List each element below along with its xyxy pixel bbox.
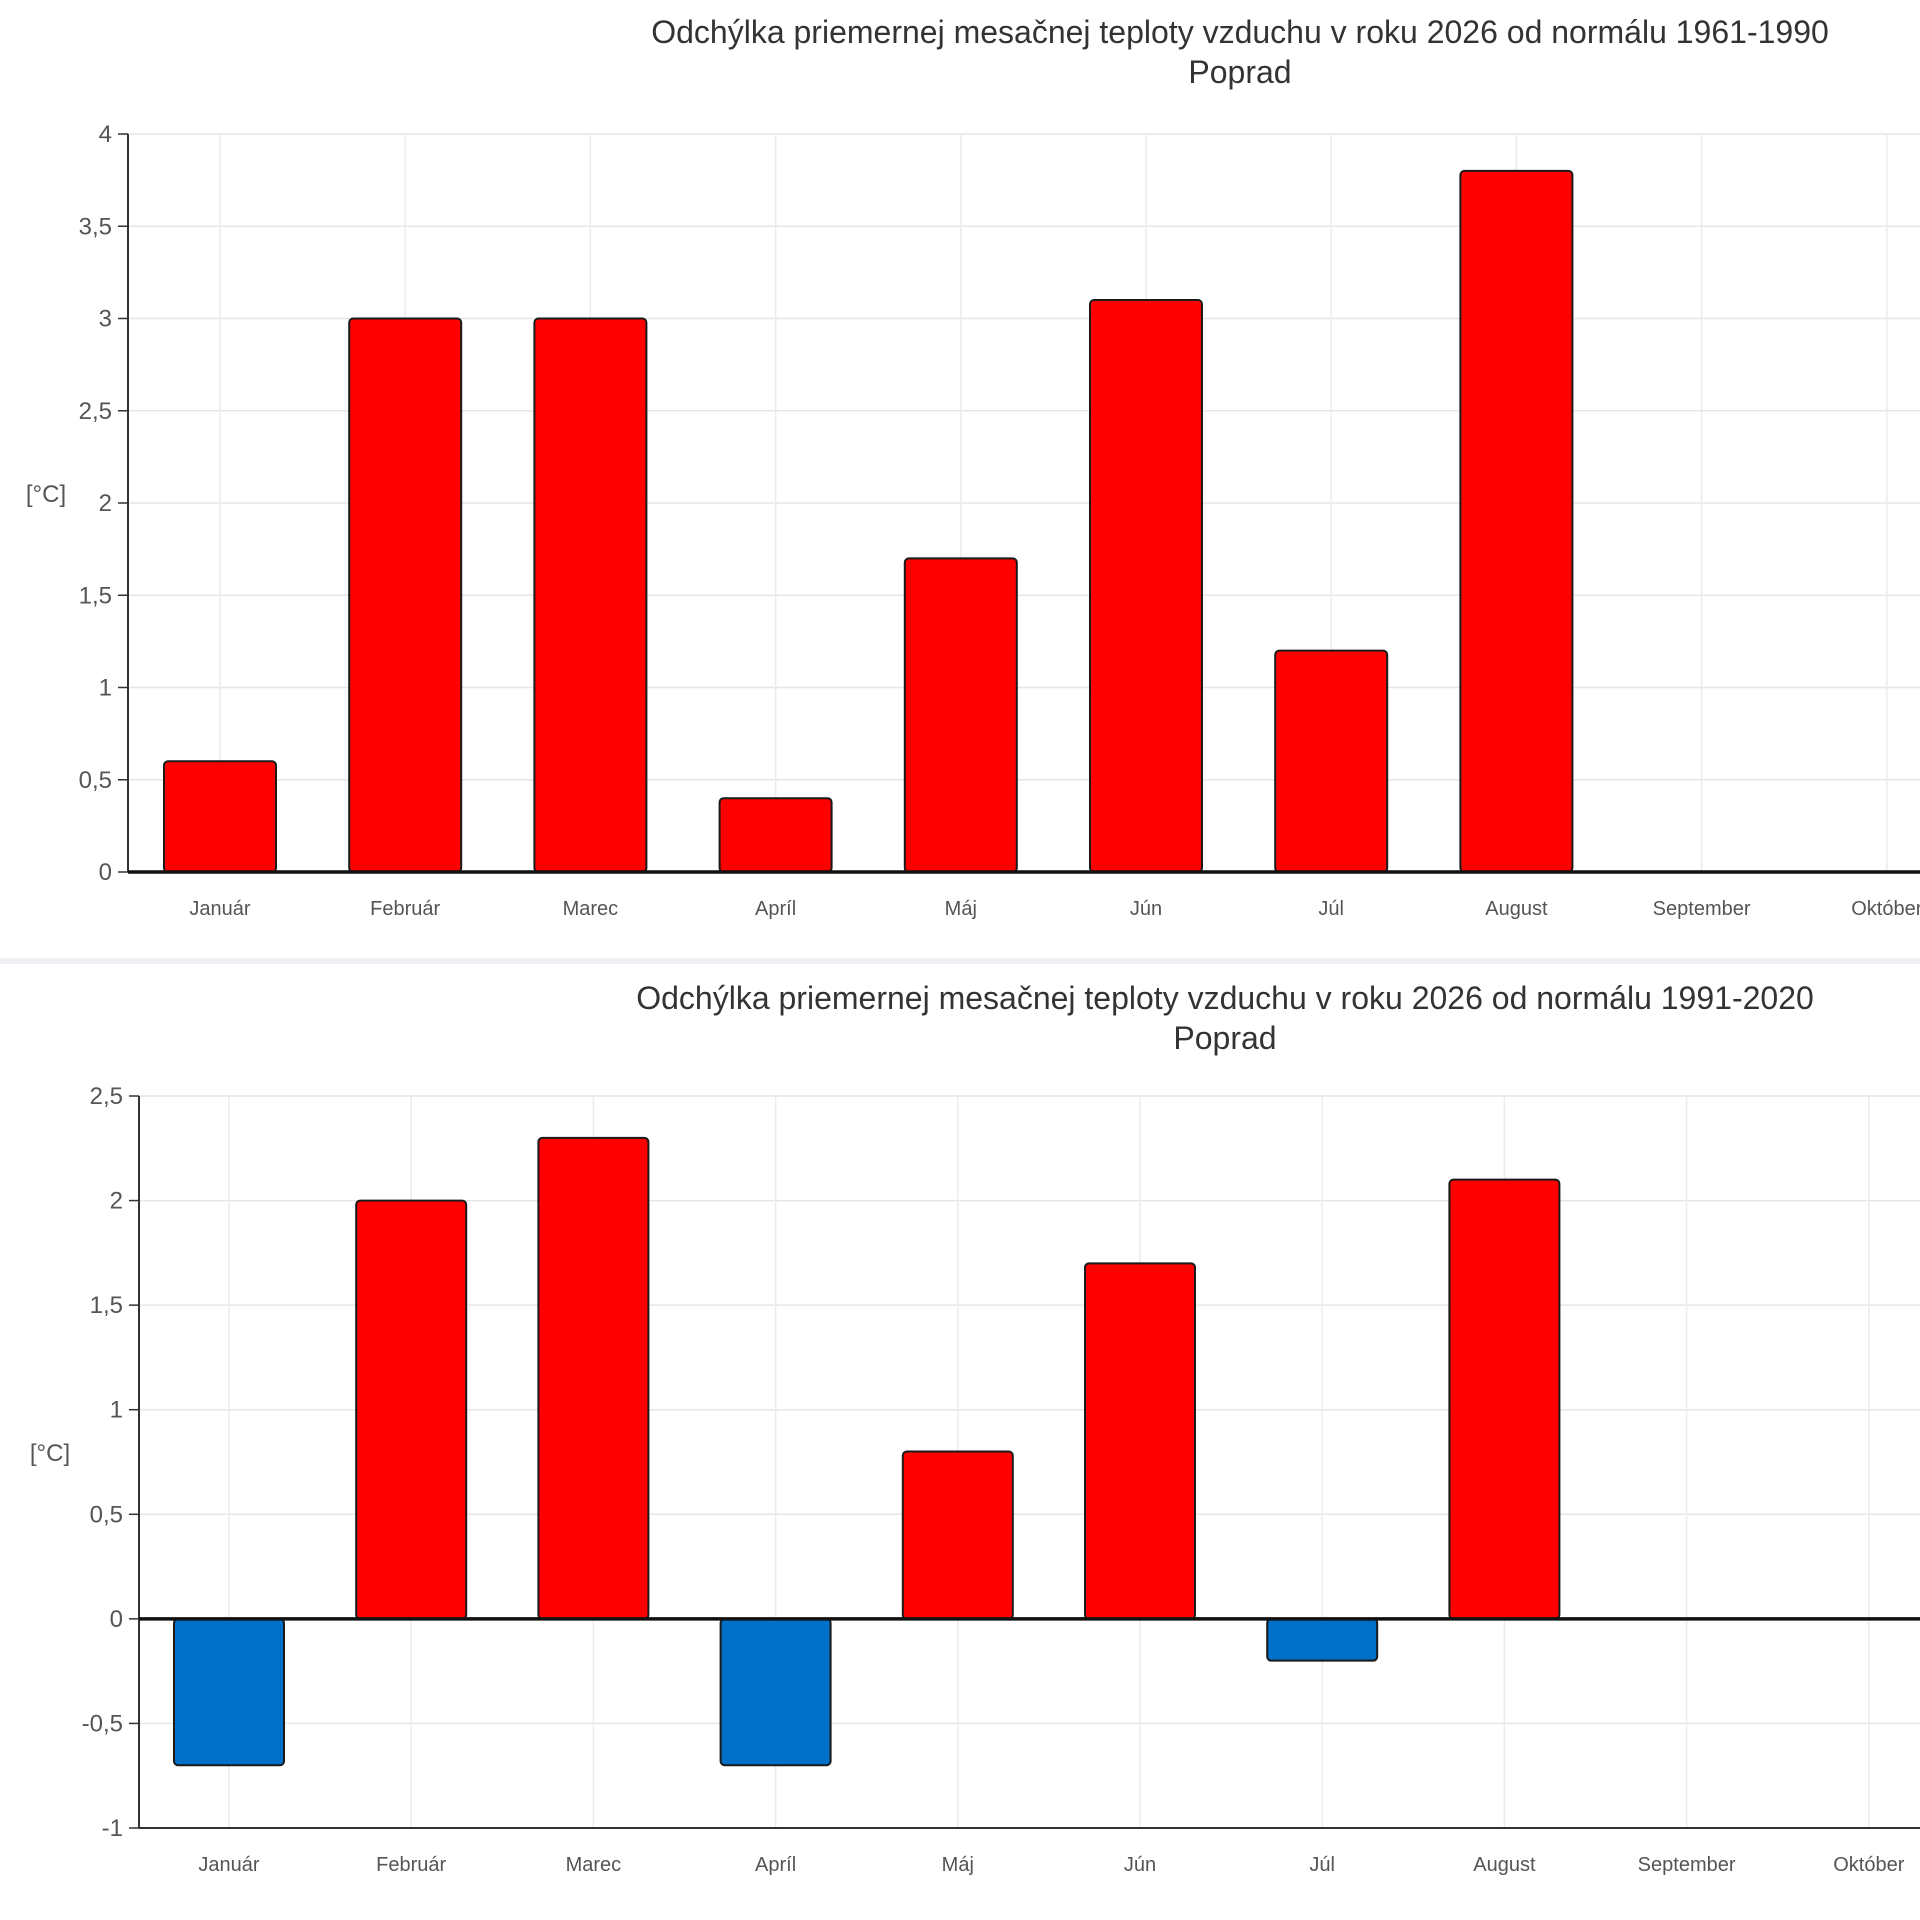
bar-Február xyxy=(355,1199,468,1620)
y-tick-label: 1,5 xyxy=(90,1292,123,1319)
x-tick-label: Jún xyxy=(1124,1854,1156,1876)
x-tick-label: Október xyxy=(1833,1854,1904,1876)
chart-title: Odchýlka priemernej mesačnej teploty vzd… xyxy=(545,978,1905,1058)
bar-Apríl xyxy=(719,1617,832,1767)
y-tick-label: 2 xyxy=(110,1188,123,1215)
x-tick-label: August xyxy=(1485,898,1548,920)
bar-August xyxy=(1448,1178,1561,1620)
y-tick-label: 0 xyxy=(110,1606,123,1633)
x-tick-label: Február xyxy=(370,898,440,920)
y-tick-label: 1,5 xyxy=(79,582,112,609)
y-tick-label: 3,5 xyxy=(79,213,112,240)
bar-Január xyxy=(163,760,277,873)
y-axis-label: [°C] xyxy=(26,481,66,508)
y-tick-label: 0,5 xyxy=(79,767,112,794)
x-tick-label: August xyxy=(1473,1854,1536,1876)
x-tick-label: Január xyxy=(189,898,250,920)
y-tick-label: -1 xyxy=(102,1815,123,1842)
y-tick-label: -0,5 xyxy=(82,1710,123,1737)
y-tick-label: 1 xyxy=(110,1397,123,1424)
y-tick-label: 2 xyxy=(99,490,112,517)
bar-Január xyxy=(173,1617,285,1767)
x-tick-label: Marec xyxy=(566,1854,622,1876)
x-tick-label: September xyxy=(1638,1854,1736,1876)
bar-Marec xyxy=(533,317,648,873)
chart-subtitle: Poprad xyxy=(1173,1020,1277,1056)
y-tick-label: 4 xyxy=(99,121,112,148)
y-tick-label: 2,5 xyxy=(90,1083,123,1110)
bar-Jún xyxy=(1084,1262,1196,1620)
panel-divider xyxy=(0,958,1920,964)
x-tick-label: September xyxy=(1653,898,1751,920)
x-tick-label: Júl xyxy=(1309,1854,1335,1876)
bar-Apríl xyxy=(718,797,833,874)
y-tick-label: 3 xyxy=(99,306,112,333)
x-tick-label: Október xyxy=(1851,898,1920,920)
chart-title-main: Odchýlka priemernej mesačnej teploty vzd… xyxy=(651,14,1829,50)
bar-Marec xyxy=(537,1136,650,1620)
chart-title: Odchýlka priemernej mesačnej teploty vzd… xyxy=(560,12,1920,92)
bar-Február xyxy=(348,317,463,873)
y-tick-label: 1 xyxy=(99,675,112,702)
x-tick-label: Február xyxy=(376,1854,446,1876)
x-tick-label: Apríl xyxy=(755,898,796,920)
x-tick-label: Január xyxy=(198,1854,259,1876)
bar-chart-1991-2020: -1 -0,5 0 0,5 1 1,5 2 2,5 [°C] Január Február Marec… xyxy=(30,1083,1920,1876)
chart-subtitle: Poprad xyxy=(1188,54,1292,90)
x-tick-label: Máj xyxy=(942,1854,974,1876)
x-tick-label: Máj xyxy=(945,898,977,920)
x-tick-label: Apríl xyxy=(755,1854,796,1876)
x-tick-label: Jún xyxy=(1130,898,1162,920)
y-axis-label: [°C] xyxy=(30,1440,70,1467)
y-tick-label: 0,5 xyxy=(90,1501,123,1528)
x-tick-label: Júl xyxy=(1318,898,1344,920)
chart-title-main: Odchýlka priemernej mesačnej teploty vzd… xyxy=(636,980,1814,1016)
bar-Máj xyxy=(901,1450,1014,1620)
chart-panel-1961-1990: Odchýlka priemernej mesačnej teploty vzd… xyxy=(0,0,1920,958)
x-tick-label: Marec xyxy=(563,898,619,920)
bar-Jún xyxy=(1089,299,1203,873)
bar-Júl xyxy=(1274,649,1389,873)
y-tick-label: 2,5 xyxy=(79,398,112,425)
bar-chart-1961-1990: 0 0,5 1 1,5 2 2,5 3 3,5 4 [°C] Január Február Marec A… xyxy=(26,121,1920,920)
chart-panel-1991-2020: Odchýlka priemernej mesačnej teploty vzd… xyxy=(0,964,1920,1920)
bar-Júl xyxy=(1266,1617,1379,1662)
bar-Máj xyxy=(903,557,1018,873)
y-tick-label: 0 xyxy=(99,859,112,886)
bar-August xyxy=(1459,169,1574,873)
